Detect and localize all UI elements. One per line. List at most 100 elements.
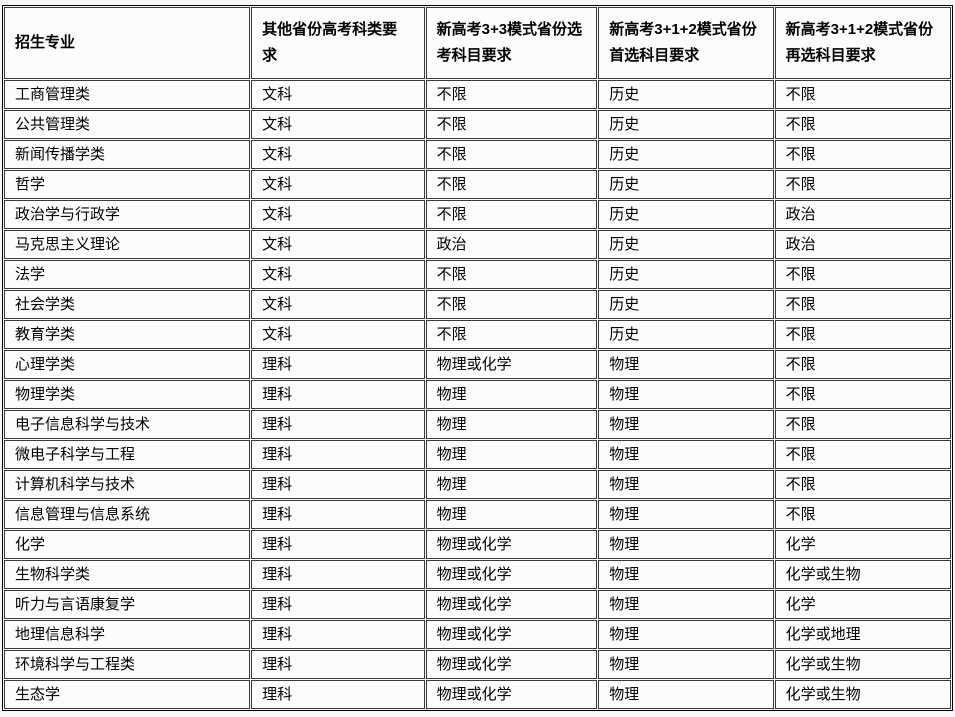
cell-3plus1plus2-second-requirement: 化学 <box>774 590 951 619</box>
cell-3plus3-elective-requirement: 物理或化学 <box>425 680 598 709</box>
cell-3plus3-elective-requirement: 不限 <box>425 140 598 169</box>
table-row: 心理学类 理科 物理或化学 物理 不限 <box>4 350 951 379</box>
cell-major: 计算机科学与技术 <box>4 470 251 499</box>
cell-other-provinces-requirement: 理科 <box>251 620 425 649</box>
cell-3plus3-elective-requirement: 物理或化学 <box>425 560 598 589</box>
cell-major: 工商管理类 <box>4 80 251 109</box>
cell-3plus1plus2-second-requirement: 化学或地理 <box>774 620 951 649</box>
table-row: 公共管理类 文科 不限 历史 不限 <box>4 110 951 139</box>
cell-3plus1plus2-first-requirement: 物理 <box>598 470 774 499</box>
cell-3plus1plus2-first-requirement: 历史 <box>598 200 774 229</box>
cell-major: 生物科学类 <box>4 560 251 589</box>
cell-3plus1plus2-second-requirement: 不限 <box>774 140 951 169</box>
cell-other-provinces-requirement: 理科 <box>251 410 425 439</box>
cell-other-provinces-requirement: 文科 <box>251 230 425 259</box>
cell-major: 教育学类 <box>4 320 251 349</box>
cell-3plus1plus2-second-requirement: 不限 <box>774 440 951 469</box>
cell-3plus3-elective-requirement: 物理或化学 <box>425 530 598 559</box>
cell-other-provinces-requirement: 文科 <box>251 80 425 109</box>
column-header-3plus1plus2-second: 新高考3+1+2模式省份再选科目要求 <box>774 7 951 79</box>
cell-3plus1plus2-second-requirement: 不限 <box>774 320 951 349</box>
cell-major: 微电子科学与工程 <box>4 440 251 469</box>
table-row: 听力与言语康复学 理科 物理或化学 物理 化学 <box>4 590 951 619</box>
cell-major: 公共管理类 <box>4 110 251 139</box>
cell-3plus1plus2-first-requirement: 物理 <box>598 680 774 709</box>
table-row: 生物科学类 理科 物理或化学 物理 化学或生物 <box>4 560 951 589</box>
cell-3plus1plus2-first-requirement: 历史 <box>598 260 774 289</box>
cell-3plus3-elective-requirement: 不限 <box>425 290 598 319</box>
cell-major: 政治学与行政学 <box>4 200 251 229</box>
cell-3plus1plus2-second-requirement: 不限 <box>774 470 951 499</box>
table-row: 新闻传播学类 文科 不限 历史 不限 <box>4 140 951 169</box>
cell-major: 听力与言语康复学 <box>4 590 251 619</box>
cell-3plus1plus2-second-requirement: 政治 <box>774 230 951 259</box>
admission-requirements-table: 招生专业 其他省份高考科类要求 新高考3+3模式省份选考科目要求 新高考3+1+2模式… <box>2 5 953 711</box>
cell-3plus1plus2-first-requirement: 物理 <box>598 560 774 589</box>
cell-3plus1plus2-first-requirement: 物理 <box>598 500 774 529</box>
cell-3plus1plus2-second-requirement: 化学或生物 <box>774 650 951 679</box>
cell-3plus1plus2-first-requirement: 物理 <box>598 350 774 379</box>
cell-3plus1plus2-first-requirement: 历史 <box>598 290 774 319</box>
cell-other-provinces-requirement: 理科 <box>251 590 425 619</box>
cell-major: 法学 <box>4 260 251 289</box>
cell-3plus1plus2-second-requirement: 不限 <box>774 260 951 289</box>
cell-3plus1plus2-second-requirement: 不限 <box>774 290 951 319</box>
cell-3plus3-elective-requirement: 物理 <box>425 440 598 469</box>
cell-3plus1plus2-second-requirement: 不限 <box>774 80 951 109</box>
cell-3plus3-elective-requirement: 物理 <box>425 380 598 409</box>
table-row: 计算机科学与技术 理科 物理 物理 不限 <box>4 470 951 499</box>
cell-3plus1plus2-second-requirement: 化学 <box>774 530 951 559</box>
cell-3plus1plus2-first-requirement: 物理 <box>598 440 774 469</box>
cell-other-provinces-requirement: 理科 <box>251 680 425 709</box>
cell-3plus1plus2-first-requirement: 历史 <box>598 110 774 139</box>
cell-3plus1plus2-second-requirement: 不限 <box>774 350 951 379</box>
header-row: 招生专业 其他省份高考科类要求 新高考3+3模式省份选考科目要求 新高考3+1+2模式… <box>4 7 951 79</box>
table-body: 工商管理类 文科 不限 历史 不限 公共管理类 文科 不限 历史 不限 新闻传播学类 文科 不限 历史 不限… <box>4 80 951 709</box>
table-row: 化学 理科 物理或化学 物理 化学 <box>4 530 951 559</box>
cell-major: 生态学 <box>4 680 251 709</box>
column-header-other-provinces: 其他省份高考科类要求 <box>251 7 425 79</box>
cell-3plus3-elective-requirement: 物理或化学 <box>425 650 598 679</box>
cell-major: 社会学类 <box>4 290 251 319</box>
cell-3plus3-elective-requirement: 不限 <box>425 200 598 229</box>
cell-3plus1plus2-first-requirement: 历史 <box>598 320 774 349</box>
cell-other-provinces-requirement: 理科 <box>251 650 425 679</box>
column-header-major: 招生专业 <box>4 7 251 79</box>
cell-3plus1plus2-second-requirement: 不限 <box>774 380 951 409</box>
cell-major: 环境科学与工程类 <box>4 650 251 679</box>
cell-3plus3-elective-requirement: 不限 <box>425 170 598 199</box>
cell-other-provinces-requirement: 文科 <box>251 200 425 229</box>
cell-other-provinces-requirement: 文科 <box>251 140 425 169</box>
cell-3plus3-elective-requirement: 政治 <box>425 230 598 259</box>
cell-3plus1plus2-second-requirement: 不限 <box>774 170 951 199</box>
column-header-3plus3-elective: 新高考3+3模式省份选考科目要求 <box>425 7 598 79</box>
cell-major: 地理信息科学 <box>4 620 251 649</box>
cell-major: 信息管理与信息系统 <box>4 500 251 529</box>
cell-3plus3-elective-requirement: 物理或化学 <box>425 620 598 649</box>
cell-other-provinces-requirement: 理科 <box>251 470 425 499</box>
cell-3plus1plus2-second-requirement: 化学或生物 <box>774 560 951 589</box>
cell-3plus3-elective-requirement: 不限 <box>425 260 598 289</box>
table-row: 社会学类 文科 不限 历史 不限 <box>4 290 951 319</box>
table-row: 工商管理类 文科 不限 历史 不限 <box>4 80 951 109</box>
cell-3plus1plus2-second-requirement: 政治 <box>774 200 951 229</box>
table-row: 马克思主义理论 文科 政治 历史 政治 <box>4 230 951 259</box>
cell-other-provinces-requirement: 文科 <box>251 290 425 319</box>
cell-3plus1plus2-first-requirement: 物理 <box>598 530 774 559</box>
cell-3plus1plus2-first-requirement: 历史 <box>598 80 774 109</box>
cell-3plus3-elective-requirement: 物理 <box>425 500 598 529</box>
cell-3plus1plus2-first-requirement: 物理 <box>598 650 774 679</box>
cell-other-provinces-requirement: 文科 <box>251 110 425 139</box>
cell-3plus3-elective-requirement: 物理或化学 <box>425 590 598 619</box>
cell-3plus3-elective-requirement: 不限 <box>425 110 598 139</box>
cell-other-provinces-requirement: 理科 <box>251 350 425 379</box>
cell-major: 电子信息科学与技术 <box>4 410 251 439</box>
cell-3plus3-elective-requirement: 物理或化学 <box>425 350 598 379</box>
cell-3plus1plus2-first-requirement: 物理 <box>598 590 774 619</box>
cell-3plus1plus2-second-requirement: 不限 <box>774 500 951 529</box>
table-row: 电子信息科学与技术 理科 物理 物理 不限 <box>4 410 951 439</box>
cell-other-provinces-requirement: 文科 <box>251 260 425 289</box>
table-row: 哲学 文科 不限 历史 不限 <box>4 170 951 199</box>
table-row: 环境科学与工程类 理科 物理或化学 物理 化学或生物 <box>4 650 951 679</box>
table-row: 微电子科学与工程 理科 物理 物理 不限 <box>4 440 951 469</box>
